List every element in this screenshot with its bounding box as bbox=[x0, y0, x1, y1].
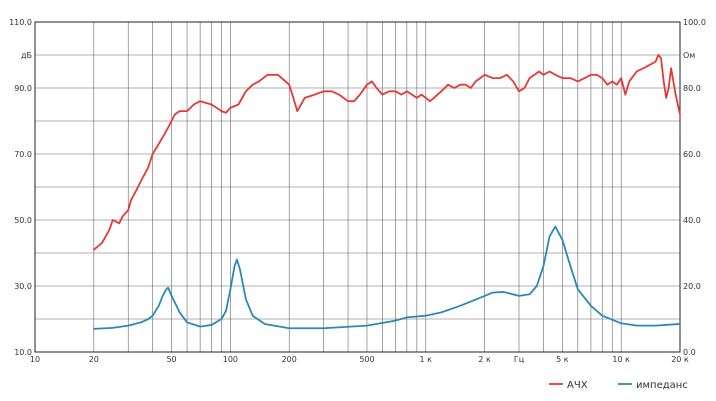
series-group bbox=[92, 54, 681, 330]
y-left-tick-label: дБ bbox=[21, 51, 32, 60]
x-tick-label: 500 bbox=[359, 355, 374, 364]
y-right-tick-label: 20.0 bbox=[683, 282, 701, 291]
x-tick-label: 200 bbox=[282, 355, 297, 364]
y-left-tick-label: 110.0 bbox=[9, 18, 32, 27]
y-left-tick-label: 50.0 bbox=[14, 216, 32, 225]
plot-frame bbox=[34, 21, 681, 353]
y-right-tick-label: 60.0 bbox=[683, 150, 701, 159]
grid bbox=[35, 22, 680, 352]
legend-label-impedance: импеданс bbox=[636, 380, 688, 391]
y-left-tick-label: 70.0 bbox=[14, 150, 32, 159]
frequency-response-line bbox=[92, 54, 681, 251]
legend: АЧХ импеданс bbox=[549, 380, 688, 391]
y-right-tick-label: 80.0 bbox=[683, 84, 701, 93]
impedance-line bbox=[92, 225, 681, 330]
y-left-tick-label: 90.0 bbox=[14, 84, 32, 93]
y-left-tick-label: 30.0 bbox=[14, 282, 32, 291]
x-tick-label: 1 к bbox=[420, 355, 433, 364]
y-left-tick-label: 10.0 bbox=[14, 348, 32, 357]
legend-label-frequency: АЧХ bbox=[567, 380, 588, 391]
x-tick-label: 100 bbox=[223, 355, 238, 364]
axis-labels: 10 20 50 100 200 500 1 к 2 к Гц 5 к 10 к 20 к 110.0 д… bbox=[9, 18, 706, 364]
y-right-tick-label: 100.0 bbox=[683, 18, 706, 27]
x-tick-label: 20 к bbox=[671, 355, 689, 364]
x-tick-label: 2 к bbox=[478, 355, 491, 364]
y-right-tick-label: 0.0 bbox=[683, 348, 696, 357]
x-tick-label: 5 к bbox=[556, 355, 569, 364]
x-tick-label: 10 bbox=[30, 355, 40, 364]
x-tick-label: 20 bbox=[89, 355, 99, 364]
x-tick-label: Гц bbox=[514, 355, 525, 364]
y-right-tick-label: Ом bbox=[683, 51, 695, 60]
x-tick-label: 50 bbox=[166, 355, 176, 364]
y-right-tick-label: 40.0 bbox=[683, 216, 701, 225]
x-tick-label: 10 к bbox=[612, 355, 630, 364]
